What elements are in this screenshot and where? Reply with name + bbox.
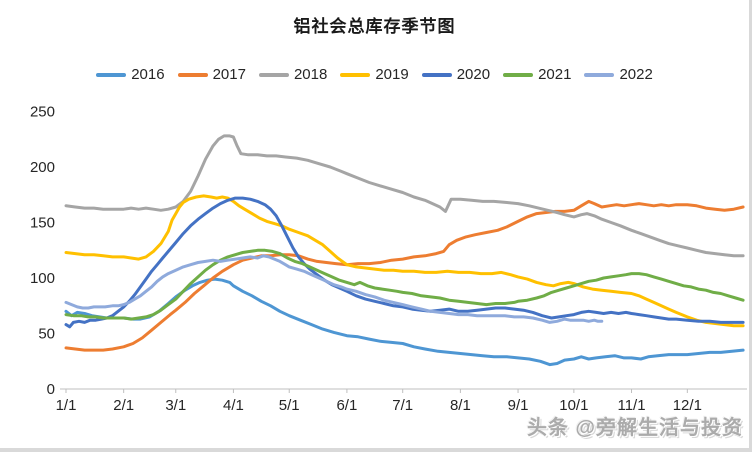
legend-label-2020: 2020 <box>456 66 491 83</box>
series-line-2018 <box>64 134 745 258</box>
legend-swatch-2020 <box>421 72 452 77</box>
series-line-2021 <box>64 248 745 321</box>
legend-item-2022[interactable]: 2022 <box>584 66 653 83</box>
legend-label-2018: 2018 <box>293 66 328 83</box>
y-axis-tick-label: 150 <box>30 215 55 232</box>
chart-title: 铝社会总库存季节图 <box>293 17 456 37</box>
legend-swatch-2016 <box>96 72 127 77</box>
legend-swatch-2022 <box>584 72 615 77</box>
series-line-2019 <box>64 194 745 328</box>
x-axis-tick-label: 5/1 <box>279 397 300 414</box>
series-line-2020 <box>64 196 745 329</box>
y-axis-tick-label: 50 <box>38 326 55 343</box>
legend-swatch-2019 <box>340 72 371 77</box>
x-axis-tick-label: 1/1 <box>56 397 77 414</box>
legend-swatch-2021 <box>503 72 534 77</box>
legend-item-2021[interactable]: 2021 <box>503 66 571 83</box>
x-axis-tick-label: 4/1 <box>223 397 244 414</box>
y-axis-tick-label: 250 <box>30 104 55 121</box>
series-line-2022 <box>64 254 604 324</box>
chart-legend: 2016 2017 2018 2019 2020 2021 2022 <box>0 66 749 83</box>
legend-label-2016: 2016 <box>131 66 165 83</box>
legend-item-2017[interactable]: 2017 <box>177 66 246 83</box>
legend-swatch-2017 <box>177 72 208 77</box>
legend-label-2019: 2019 <box>375 66 409 83</box>
watermark-text: 头条 @旁解生活与投资 <box>526 417 743 439</box>
x-axis-tick-label: 8/1 <box>450 397 471 414</box>
legend-item-2019[interactable]: 2019 <box>340 66 409 83</box>
x-axis-tick-label: 11/1 <box>617 397 645 414</box>
y-axis-tick-label: 0 <box>47 381 55 398</box>
x-axis-tick-label: 9/1 <box>508 397 529 414</box>
legend-item-2020[interactable]: 2020 <box>421 66 491 83</box>
y-axis-tick-label: 200 <box>30 159 55 176</box>
x-axis-tick-label: 3/1 <box>165 397 186 414</box>
x-axis-tick-label: 7/1 <box>392 397 413 414</box>
x-axis-tick-label: 2/1 <box>113 397 134 414</box>
legend-swatch-2018 <box>258 72 289 77</box>
y-axis-tick-label: 100 <box>30 270 55 287</box>
x-axis-tick-label: 6/1 <box>336 397 357 414</box>
legend-item-2018[interactable]: 2018 <box>258 66 328 83</box>
legend-label-2021: 2021 <box>538 66 572 83</box>
x-axis-tick-label: 10/1 <box>559 397 588 414</box>
legend-label-2022: 2022 <box>619 66 653 83</box>
series-line-2017 <box>64 199 745 352</box>
legend-label-2017: 2017 <box>212 66 246 83</box>
legend-item-2016[interactable]: 2016 <box>96 66 165 83</box>
x-axis-tick-label: 12/1 <box>673 397 702 414</box>
